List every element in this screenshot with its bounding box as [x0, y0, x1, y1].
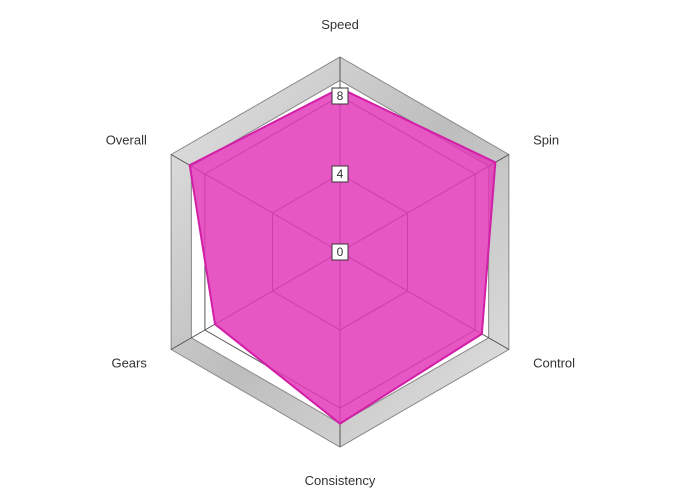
tick-label: 8 — [337, 89, 344, 103]
axis-label: Control — [533, 356, 575, 371]
radar-chart: 0 4 8 Speed Spin Control Consistency Gears Overa… — [0, 0, 680, 500]
axis-label: Overall — [106, 133, 147, 148]
axis-label: Gears — [111, 356, 147, 371]
tick-label: 0 — [337, 245, 344, 259]
axis-label: Spin — [533, 133, 559, 148]
axis-label: Consistency — [305, 473, 376, 488]
axis-label: Speed — [321, 17, 359, 32]
tick-label: 4 — [337, 167, 344, 181]
